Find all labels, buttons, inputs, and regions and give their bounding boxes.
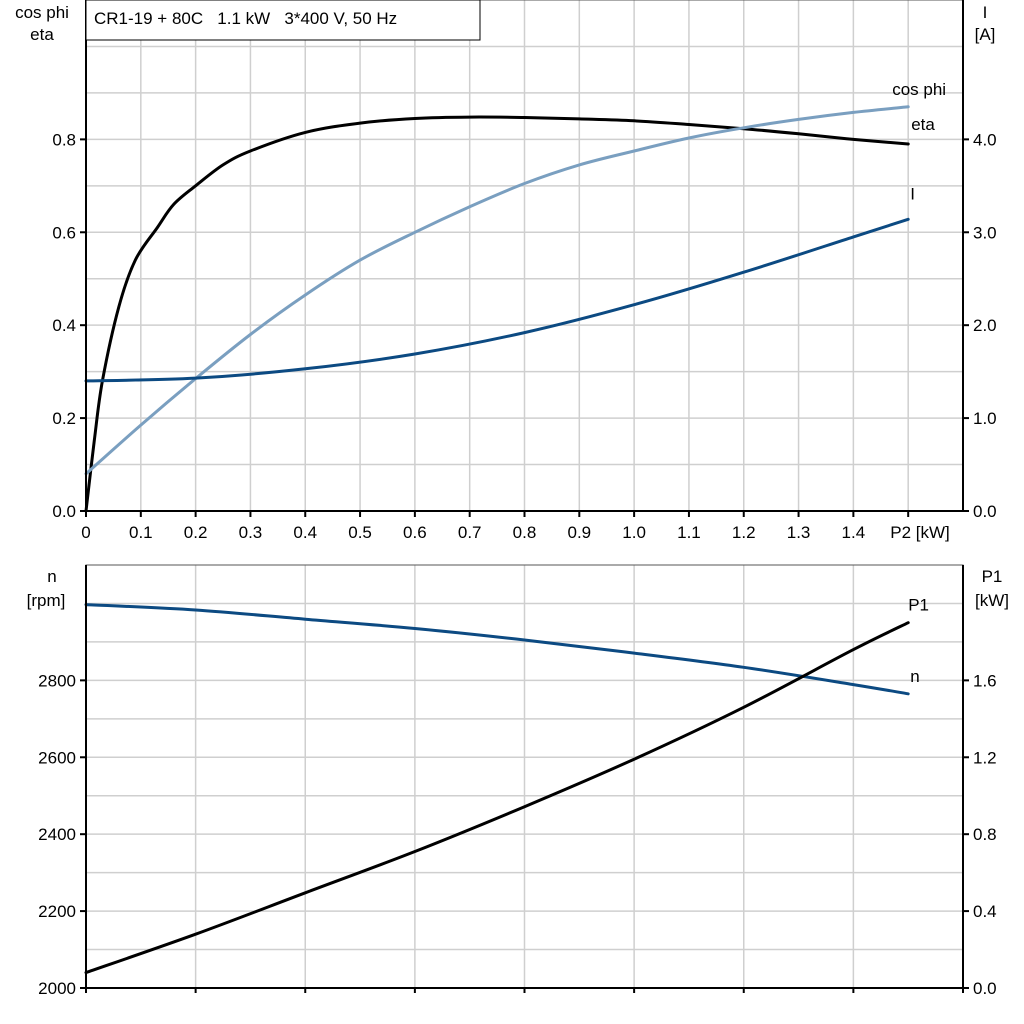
series-label-i: I	[910, 184, 915, 203]
series-line-n	[84, 603, 910, 696]
right-tick-label: 0.0	[973, 979, 997, 998]
x-tick-label: 1.4	[842, 523, 866, 542]
left-tick-label: 2600	[38, 748, 76, 767]
left-tick-label: 2000	[38, 979, 76, 998]
left-tick-label: 0.4	[52, 316, 76, 335]
top-right-axis-label-1: I	[983, 3, 988, 22]
top-left-axis-label-1: cos phi	[15, 3, 69, 22]
x-tick-label: 0	[81, 523, 90, 542]
top-right-axis-label-2: [A]	[975, 25, 996, 44]
right-tick-label: 1.2	[973, 748, 997, 767]
x-tick-label: 0.4	[293, 523, 317, 542]
x-tick-label: 1.1	[677, 523, 701, 542]
series-line-cos-phi	[84, 105, 910, 476]
bottom-left-axis-label-1: n	[47, 567, 56, 586]
series-label-p1: P1	[908, 596, 929, 615]
x-tick-label: 0.9	[567, 523, 591, 542]
x-tick-label: 1.2	[732, 523, 756, 542]
left-tick-label: 2800	[38, 671, 76, 690]
x-tick-label: 0.8	[513, 523, 537, 542]
left-tick-label: 0.6	[52, 223, 76, 242]
x-tick-label: 1.0	[622, 523, 646, 542]
right-tick-label: 2.0	[973, 316, 997, 335]
x-tick-label: 0.7	[458, 523, 482, 542]
left-tick-label: 0.2	[52, 409, 76, 428]
series-line-p1	[84, 621, 910, 975]
x-tick-label: 0.3	[239, 523, 263, 542]
right-tick-label: 0.8	[973, 825, 997, 844]
right-tick-label: 1.6	[973, 671, 997, 690]
right-tick-label: 0.4	[973, 902, 997, 921]
right-tick-label: 0.0	[973, 502, 997, 521]
left-tick-label: 2200	[38, 902, 76, 921]
x-tick-label: 0.2	[184, 523, 208, 542]
bottom-right-axis-label-1: P1	[982, 567, 1003, 586]
left-tick-label: 0.0	[52, 502, 76, 521]
right-tick-label: 3.0	[973, 223, 997, 242]
bottom-right-axis-label-2: [kW]	[975, 591, 1009, 610]
chart-title-box: CR1-19 + 80C 1.1 kW 3*400 V, 50 Hz	[85, 0, 481, 41]
chart-title: CR1-19 + 80C 1.1 kW 3*400 V, 50 Hz	[94, 9, 397, 28]
series-line-i	[84, 217, 910, 383]
series-label-n: n	[910, 667, 919, 686]
x-tick-label: 1.3	[787, 523, 811, 542]
x-tick-label: 0.5	[348, 523, 372, 542]
series-label-cos-phi: cos phi	[892, 80, 946, 99]
series-label-eta: eta	[911, 115, 935, 134]
series-line-eta	[84, 115, 910, 513]
x-tick-label: 0.6	[403, 523, 427, 542]
bottom-left-axis-label-2: [rpm]	[27, 591, 66, 610]
top-left-axis-label-2: eta	[30, 25, 54, 44]
right-tick-label: 4.0	[973, 130, 997, 149]
x-axis-label: P2 [kW]	[890, 523, 950, 542]
right-tick-label: 1.0	[973, 409, 997, 428]
left-tick-label: 0.8	[52, 130, 76, 149]
x-tick-label: 0.1	[129, 523, 153, 542]
left-tick-label: 2400	[38, 825, 76, 844]
